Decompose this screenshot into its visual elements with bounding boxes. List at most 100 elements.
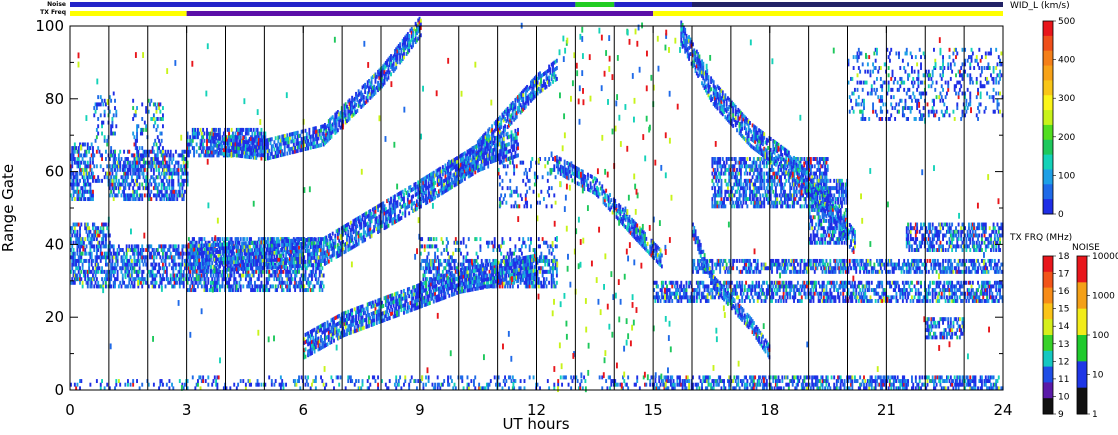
echo-cell [237, 142, 240, 147]
echo-cell [861, 379, 864, 384]
echo-cell [507, 375, 510, 380]
echo-cell [76, 244, 79, 249]
echo-cell [181, 382, 184, 387]
echo-cell [80, 379, 83, 384]
echo-cell [743, 375, 746, 380]
echo-cell [158, 167, 161, 172]
echo-cell [129, 262, 132, 267]
echo-cell [158, 182, 161, 187]
echo-cell [101, 120, 103, 125]
echo-cell [309, 280, 312, 285]
echo-cell [684, 382, 687, 387]
echo-cell [990, 382, 992, 387]
echo-cell [71, 182, 74, 187]
echo-cell [229, 273, 232, 278]
echo-cell [86, 269, 89, 274]
echo-cell [991, 375, 994, 380]
echo-cell [800, 288, 803, 293]
echo-cell [743, 382, 746, 387]
echo-cell [110, 262, 113, 267]
echo-cell [850, 375, 852, 380]
echo-cell [865, 280, 868, 285]
echo-cell [951, 379, 954, 384]
echo-cell [695, 295, 698, 300]
echo-cell [725, 284, 728, 289]
echo-cell [918, 291, 921, 296]
echo-cell [789, 288, 792, 293]
echo-cell [134, 146, 137, 151]
echo-cell [106, 255, 109, 260]
echo-cell [162, 160, 164, 165]
echo-cell [822, 280, 825, 285]
echo-cell [80, 244, 83, 249]
echo-cell [215, 149, 218, 154]
echo-cell [510, 251, 513, 256]
echo-cell [215, 269, 218, 274]
echo-cell [172, 273, 175, 278]
echo-cell [136, 157, 138, 161]
echo-cell [339, 375, 342, 380]
echo-cell [172, 269, 175, 274]
echo-cell [203, 266, 206, 271]
echo-cell [745, 375, 748, 380]
echo-cell [260, 269, 263, 274]
echo-cell [723, 386, 725, 391]
echo-cell [97, 102, 100, 107]
echo-cell [195, 382, 198, 387]
echo-cell [143, 258, 146, 263]
echo-cell [213, 135, 216, 140]
echo-cell [264, 251, 267, 256]
echo-cell [138, 157, 141, 161]
echo-cell [936, 295, 939, 300]
echo-cell [112, 266, 115, 271]
echo-cell [485, 273, 488, 278]
echo-cell [72, 262, 75, 267]
echo-cell [712, 382, 715, 387]
echo-cell [681, 382, 684, 387]
echo-cell [108, 244, 111, 249]
echo-cell [71, 233, 74, 238]
echo-cell [912, 299, 915, 303]
echo-cell [221, 273, 224, 278]
echo-cell [426, 258, 429, 263]
echo-cell [159, 197, 162, 202]
echo-cell [84, 273, 87, 278]
echo-cell [958, 295, 961, 300]
echo-cell [548, 269, 551, 274]
echo-cell [230, 127, 233, 132]
echo-cell [133, 153, 136, 158]
txfreq-strip [70, 11, 1003, 16]
echo-cell [152, 117, 155, 121]
echo-cell [694, 288, 697, 293]
echo-cell [878, 280, 881, 285]
echo-cell [953, 291, 956, 296]
echo-cell [730, 288, 733, 293]
echo-cell [81, 157, 84, 161]
echo-cell [111, 178, 114, 183]
echo-cell [177, 167, 180, 172]
echo-cell [948, 299, 951, 303]
echo-cell [944, 379, 947, 384]
echo-cell [430, 237, 433, 242]
echo-cell [960, 299, 963, 303]
echo-cell [399, 375, 402, 380]
echo-cell [491, 277, 494, 282]
echo-cell [159, 382, 162, 387]
echo-cell [887, 280, 890, 285]
echo-cell [154, 182, 157, 187]
echo-cell [298, 269, 300, 274]
echo-cell [308, 262, 311, 267]
echo-cell [502, 240, 505, 245]
echo-cell [168, 178, 171, 183]
echo-cell [204, 149, 207, 154]
echo-cell [772, 295, 775, 300]
echo-cell [317, 280, 320, 285]
echo-cell [152, 277, 155, 282]
echo-cell [834, 284, 837, 289]
echo-cell [88, 149, 91, 154]
echo-cell [181, 251, 184, 256]
echo-cell [152, 273, 155, 278]
echo-cell [921, 382, 924, 387]
echo-cell [515, 255, 518, 260]
echo-cell [110, 182, 113, 187]
